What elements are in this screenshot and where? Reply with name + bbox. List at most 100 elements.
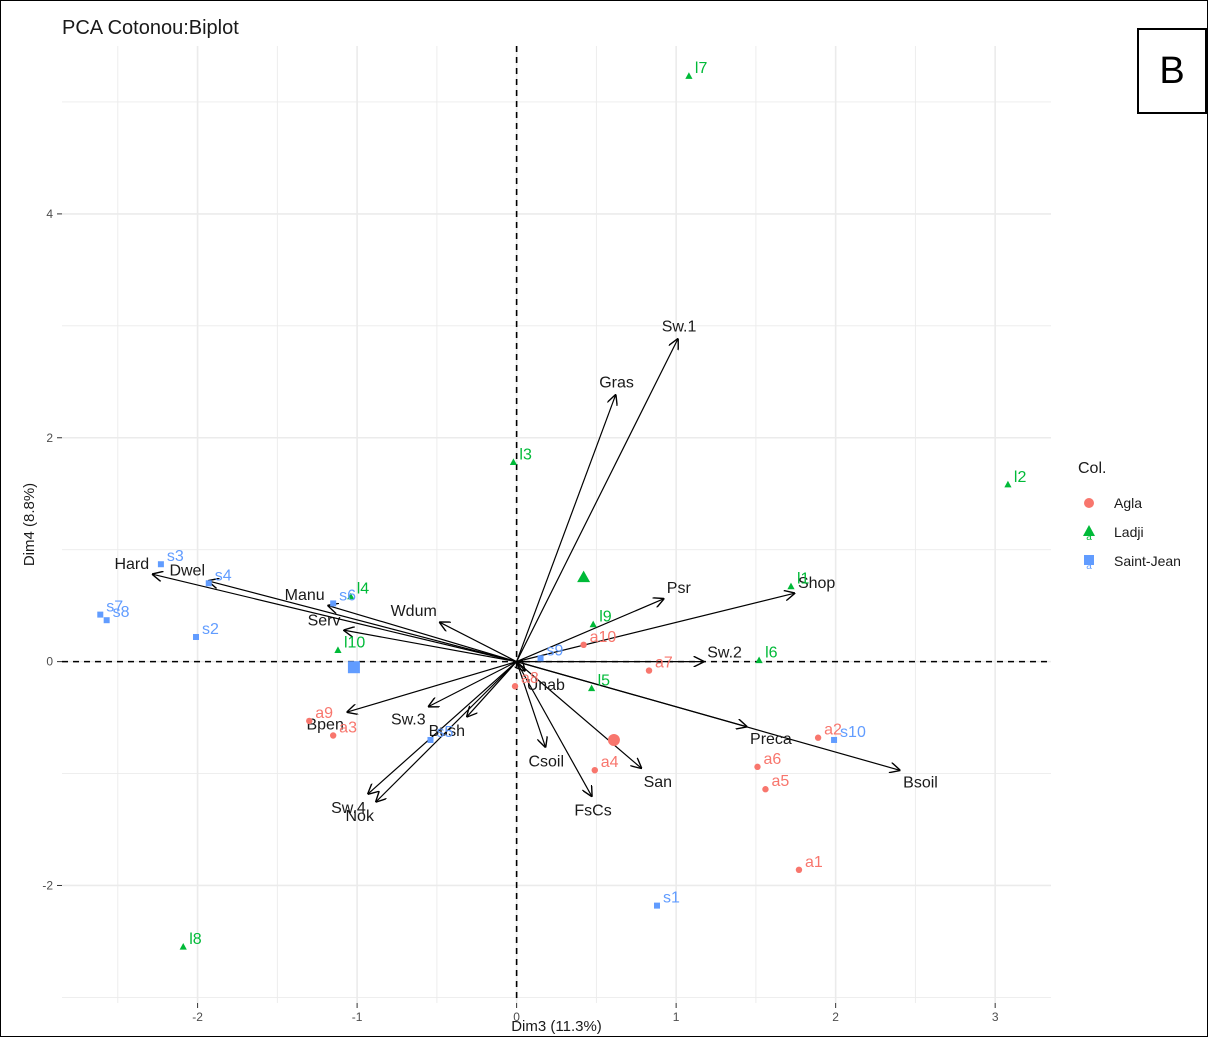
variable-label: Unab (527, 677, 565, 694)
variable-label: FsCs (574, 803, 611, 820)
point-l6 (755, 656, 763, 664)
variable-label: Wdum (391, 603, 437, 620)
variable-label: Sw.3 (391, 712, 426, 729)
point-label-s3: s3 (167, 548, 184, 565)
point-a7 (645, 667, 653, 674)
point-a3 (329, 732, 337, 739)
point-label-l3: l3 (519, 446, 532, 463)
variable-label: Serv (308, 612, 341, 629)
variable-label: Preca (750, 731, 792, 748)
variable-label: Hard (114, 556, 149, 573)
variable-arrow (516, 339, 678, 662)
variable-label: Nok (345, 808, 374, 825)
variable-arrow (516, 661, 546, 747)
variable-arrow (467, 661, 518, 717)
variable-label: Psr (667, 580, 692, 597)
point-l1 (787, 582, 795, 590)
point-label-l8: l8 (189, 931, 202, 948)
y-tick-label: 4 (46, 207, 53, 221)
variable-arrow (153, 574, 517, 663)
point-a8 (511, 683, 519, 690)
legend-label: Ladji (1114, 523, 1144, 540)
variable-label: Dwel (169, 563, 205, 580)
legend-entry-agla: a Agla (1078, 488, 1181, 517)
variable-arrow (516, 661, 747, 727)
point-s2 (192, 633, 199, 640)
point-l2 (1004, 480, 1012, 488)
variable-arrow (440, 622, 517, 663)
variable-arrow (516, 661, 641, 768)
point-label-l2: l2 (1014, 469, 1027, 486)
point-a1 (795, 866, 803, 874)
point-label-s4: s4 (215, 567, 232, 584)
y-tick-label: -2 (42, 878, 53, 892)
variable-arrow (516, 661, 592, 796)
variable-arrow (516, 593, 795, 663)
point-a10 (580, 641, 587, 649)
variable-label: Sw.1 (662, 318, 697, 335)
panel-letter: B (1137, 28, 1207, 114)
y-tick-label: 2 (46, 431, 53, 445)
variable-arrow (517, 662, 525, 671)
point-label-a3: a3 (339, 719, 357, 736)
point-label-a1: a1 (805, 854, 823, 871)
variable-label: Manu (285, 587, 325, 604)
point-label-l4: l4 (357, 581, 370, 598)
point-label-l10: l10 (344, 634, 365, 651)
legend-key-circle: a (1084, 497, 1094, 510)
variable-arrow (429, 661, 517, 707)
x-tick-label: -1 (352, 1010, 363, 1024)
y-tick-label: 0 (46, 655, 53, 669)
x-tick-label: 3 (992, 1010, 999, 1024)
legend-key-triangle: a (1083, 524, 1095, 543)
variable-arrow (209, 581, 517, 663)
variable-label: Sw.2 (707, 645, 742, 662)
point-a4 (591, 766, 598, 774)
point-a2 (814, 734, 822, 741)
point-s1 (653, 902, 660, 909)
x-tick-label: 0 (513, 1010, 520, 1024)
point-label-s5: s5 (436, 724, 453, 741)
variable-label: Bsoil (903, 775, 938, 792)
point-label-a2: a2 (824, 722, 842, 739)
legend: Col. a Agla a Ladji a Saint-Jean (1078, 460, 1181, 575)
legend-entry-saint-jean: a Saint-Jean (1078, 546, 1181, 575)
variable-label: Csoil (528, 754, 564, 771)
point-label-s10: s10 (840, 724, 866, 741)
point-label-l6: l6 (765, 644, 778, 661)
point-s7 (97, 611, 104, 618)
point-s9 (537, 655, 544, 662)
svg-text:a: a (1086, 498, 1093, 510)
point-a6 (754, 763, 761, 771)
point-l7 (685, 72, 693, 79)
variable-arrow (368, 661, 518, 794)
point-label-s9: s9 (547, 642, 564, 659)
x-tick-label: 1 (673, 1010, 680, 1024)
point-s10 (831, 736, 838, 743)
point-label-l9: l9 (599, 609, 612, 626)
legend-title: Col. (1078, 460, 1107, 477)
variable-label: San (644, 774, 672, 791)
variable-arrow (348, 661, 517, 712)
point-label-a6: a6 (763, 751, 781, 768)
point-l8 (179, 943, 187, 950)
point-l9 (589, 620, 597, 628)
point-s8 (103, 617, 110, 624)
svg-text:a: a (1086, 532, 1092, 543)
point-label-l1: l1 (797, 571, 810, 588)
point-label-l7: l7 (695, 60, 708, 77)
point-a9 (306, 717, 313, 725)
variable-label: Sw.4 (331, 800, 366, 817)
point-s5 (427, 736, 434, 743)
point-l5 (587, 684, 596, 692)
legend-label: Agla (1114, 494, 1143, 511)
point-label-s2: s2 (202, 621, 219, 638)
chart-title: PCA Cotonou:Biplot (62, 17, 239, 39)
point-label-s8: s8 (113, 604, 130, 621)
point-label-a9: a9 (315, 705, 333, 722)
variable-arrow (516, 599, 664, 663)
point-label-l5: l5 (598, 672, 611, 689)
centroid-marker (347, 661, 360, 674)
